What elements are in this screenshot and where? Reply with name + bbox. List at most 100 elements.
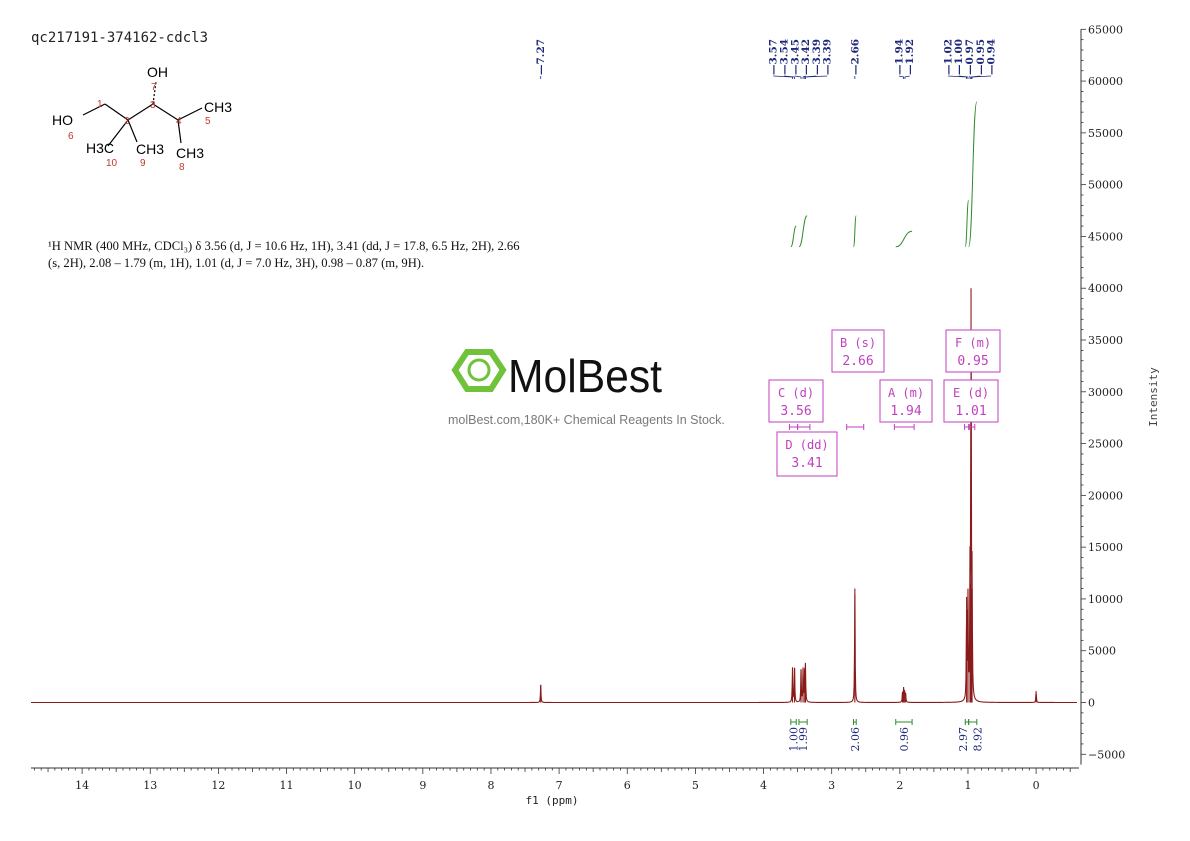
y-tick-label: 50000 <box>1088 179 1123 192</box>
multiplet-label: B (s) <box>840 336 876 350</box>
peak-label-connector <box>971 75 992 79</box>
multiplet-shift: 1.94 <box>890 404 921 419</box>
peak-label: —3.39 <box>822 39 834 75</box>
multiplet-range <box>893 424 915 430</box>
y-tick-label: 65000 <box>1088 23 1123 36</box>
y-tick-label: 35000 <box>1088 334 1123 347</box>
integral-value: 8.92 <box>972 727 985 752</box>
peak-label: —2.66 <box>849 39 861 75</box>
peak-label: —1.02 <box>942 39 954 75</box>
multiplet-label: E (d) <box>953 386 989 400</box>
x-tick-label: 12 <box>211 779 225 792</box>
x-tick-label: 13 <box>143 779 157 792</box>
integral-value: 2.06 <box>849 727 862 752</box>
integral-range <box>895 719 913 725</box>
peak-label: —3.42 <box>800 39 812 75</box>
x-tick-label: 3 <box>828 779 835 792</box>
atom-number-5: 5 <box>205 116 211 127</box>
y-tick-label: 40000 <box>1088 282 1123 295</box>
watermark-tagline: molBest.com,180K+ Chemical Reagents In S… <box>448 413 725 427</box>
nmr-description-line-1: ¹H NMR (400 MHz, CDCl₃) δ 3.56 (d, J = 1… <box>48 239 520 253</box>
atom-number-9: 9 <box>140 158 146 169</box>
y-tick-label: 25000 <box>1088 438 1123 451</box>
y-tick-label: −5000 <box>1088 748 1125 761</box>
atom-number-6: 6 <box>68 131 74 142</box>
atom-oh-top: OH <box>147 64 168 80</box>
peak-label: —7.27 <box>535 39 547 75</box>
peak-label: —1.00 <box>953 39 965 75</box>
atom-ch3-9: CH3 <box>136 141 164 157</box>
integral-value: 1.99 <box>797 727 810 752</box>
molecule-structure: OH HO CH3 CH3 CH3 H3C 1 2 3 4 5 6 7 8 9 … <box>52 64 232 173</box>
peak-label: —0.95 <box>975 39 987 75</box>
multiplet-shift: 0.95 <box>957 354 988 369</box>
multiplet-box <box>776 431 838 477</box>
multiplet-shift: 3.41 <box>791 456 822 471</box>
peak-label: —3.45 <box>789 39 801 75</box>
atom-ch3-5: CH3 <box>204 99 232 115</box>
y-tick-label: 60000 <box>1088 75 1123 88</box>
atom-number-7: 7 <box>151 82 157 93</box>
x-tick-label: 5 <box>692 779 699 792</box>
atom-number-3: 3 <box>150 100 156 111</box>
y-axis-title: Intensity <box>1147 367 1160 427</box>
peak-label: —0.94 <box>986 39 998 75</box>
multiplet-box <box>831 329 885 373</box>
peak-label: —1.94 <box>893 39 905 75</box>
y-tick-label: 45000 <box>1088 230 1123 243</box>
atom-number-10: 10 <box>106 158 118 169</box>
watermark-logo: MolBest <box>451 349 662 402</box>
x-tick-label: 1 <box>964 779 971 792</box>
y-tick-label: 5000 <box>1088 645 1116 658</box>
multiplet-range <box>964 424 970 430</box>
integral-curve <box>964 199 970 248</box>
integral-range <box>790 719 797 725</box>
multiplet-range <box>846 424 865 430</box>
nmr-description-line-2: (s, 2H), 2.08 – 1.79 (m, 1H), 1.01 (d, J… <box>48 256 425 270</box>
x-tick-label: 6 <box>624 779 631 792</box>
atom-ch3-8: CH3 <box>176 145 204 161</box>
nmr-description: ¹H NMR (400 MHz, CDCl₃) δ 3.56 (d, J = 1… <box>48 238 608 272</box>
x-tick-label: 8 <box>487 779 494 792</box>
integral-curve <box>790 225 797 248</box>
peak-label: —3.39 <box>811 39 823 75</box>
integral-curve <box>968 101 978 248</box>
multiplet-box <box>879 379 933 423</box>
integral-curve <box>852 215 857 248</box>
x-tick-label: 7 <box>556 779 563 792</box>
x-tick-label: 11 <box>280 779 294 792</box>
peak-label-connector <box>794 75 802 79</box>
integral-range <box>968 719 978 725</box>
axes-group: 14 13 12 11 10 9 8 7 6 5 4 3 2 1 0f1 (ppm)−50000500010… <box>31 23 1160 807</box>
multiplet-range <box>788 424 799 430</box>
atom-h3c-10: H3C <box>86 140 114 156</box>
atom-number-4: 4 <box>176 116 182 127</box>
peak-label-connector <box>805 75 828 79</box>
x-tick-label: 0 <box>1033 779 1040 792</box>
y-tick-label: 0 <box>1088 697 1095 710</box>
peak-label: —3.57 <box>768 39 780 75</box>
peak-labels: —7.27 —3.57—3.54—3.45—3.42—3.39—3.39 —2.66… <box>535 39 998 79</box>
atom-number-1: 1 <box>97 99 103 110</box>
integral-value: 0.96 <box>898 727 911 752</box>
benzene-logo-icon <box>451 349 507 392</box>
multiplet-shift: 3.56 <box>780 404 811 419</box>
integral-range <box>852 719 857 725</box>
multiplet-label: C (d) <box>778 386 814 400</box>
multiplet-shift: 2.66 <box>842 354 873 369</box>
benzene-ring-icon <box>467 358 491 382</box>
multiplet-label: D (dd) <box>785 438 828 452</box>
integral-curves <box>790 101 978 248</box>
integral-labels: 1.001.99 2.06 0.96 2.97 8.92 <box>788 719 985 752</box>
multiplet-boxes: B (s) 2.66 F (m) 0.95 C (d) 3.56 A (m) 1.94 E (d… <box>768 329 1001 477</box>
peak-label-connector <box>783 75 795 79</box>
y-tick-label: 55000 <box>1088 127 1123 140</box>
peak-label: —1.92 <box>904 39 916 75</box>
integral-curve <box>895 230 913 248</box>
multiplet-shift: 1.01 <box>955 404 986 419</box>
x-axis-title: f1 (ppm) <box>526 794 579 807</box>
x-tick-label: 2 <box>896 779 903 792</box>
integral-value: 1.00 <box>788 727 801 752</box>
multiplet-label: F (m) <box>955 336 991 350</box>
atom-ho-left: HO <box>52 112 73 128</box>
